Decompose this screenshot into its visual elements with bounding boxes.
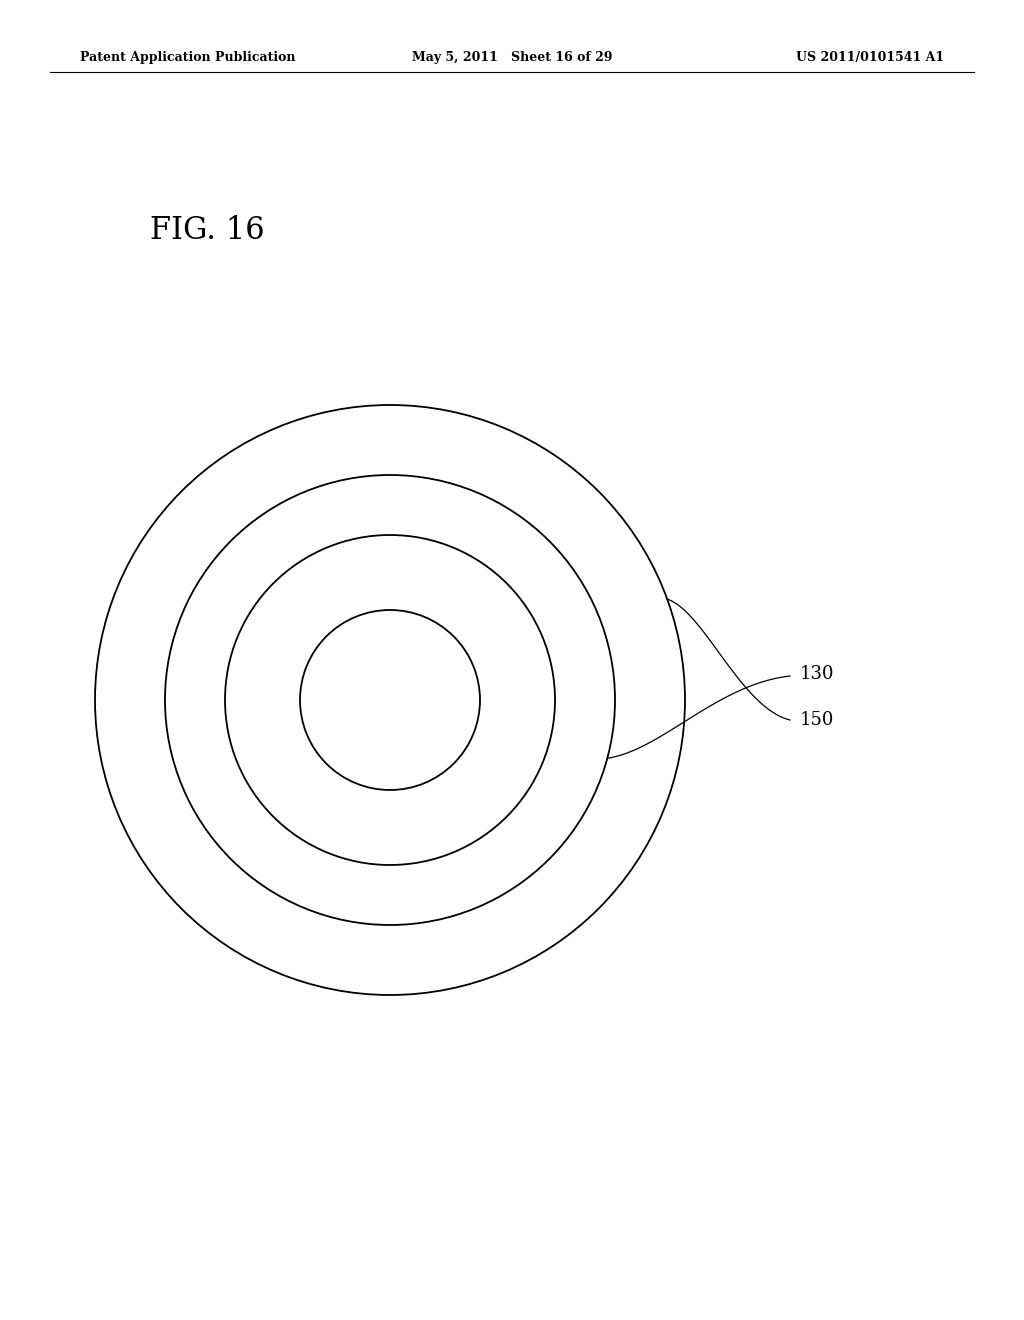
Text: Patent Application Publication: Patent Application Publication [80, 51, 296, 65]
Text: FIG. 16: FIG. 16 [150, 215, 264, 246]
Text: May 5, 2011   Sheet 16 of 29: May 5, 2011 Sheet 16 of 29 [412, 51, 612, 65]
Text: 130: 130 [800, 665, 835, 682]
Text: 150: 150 [800, 711, 835, 729]
Text: US 2011/0101541 A1: US 2011/0101541 A1 [796, 51, 944, 65]
